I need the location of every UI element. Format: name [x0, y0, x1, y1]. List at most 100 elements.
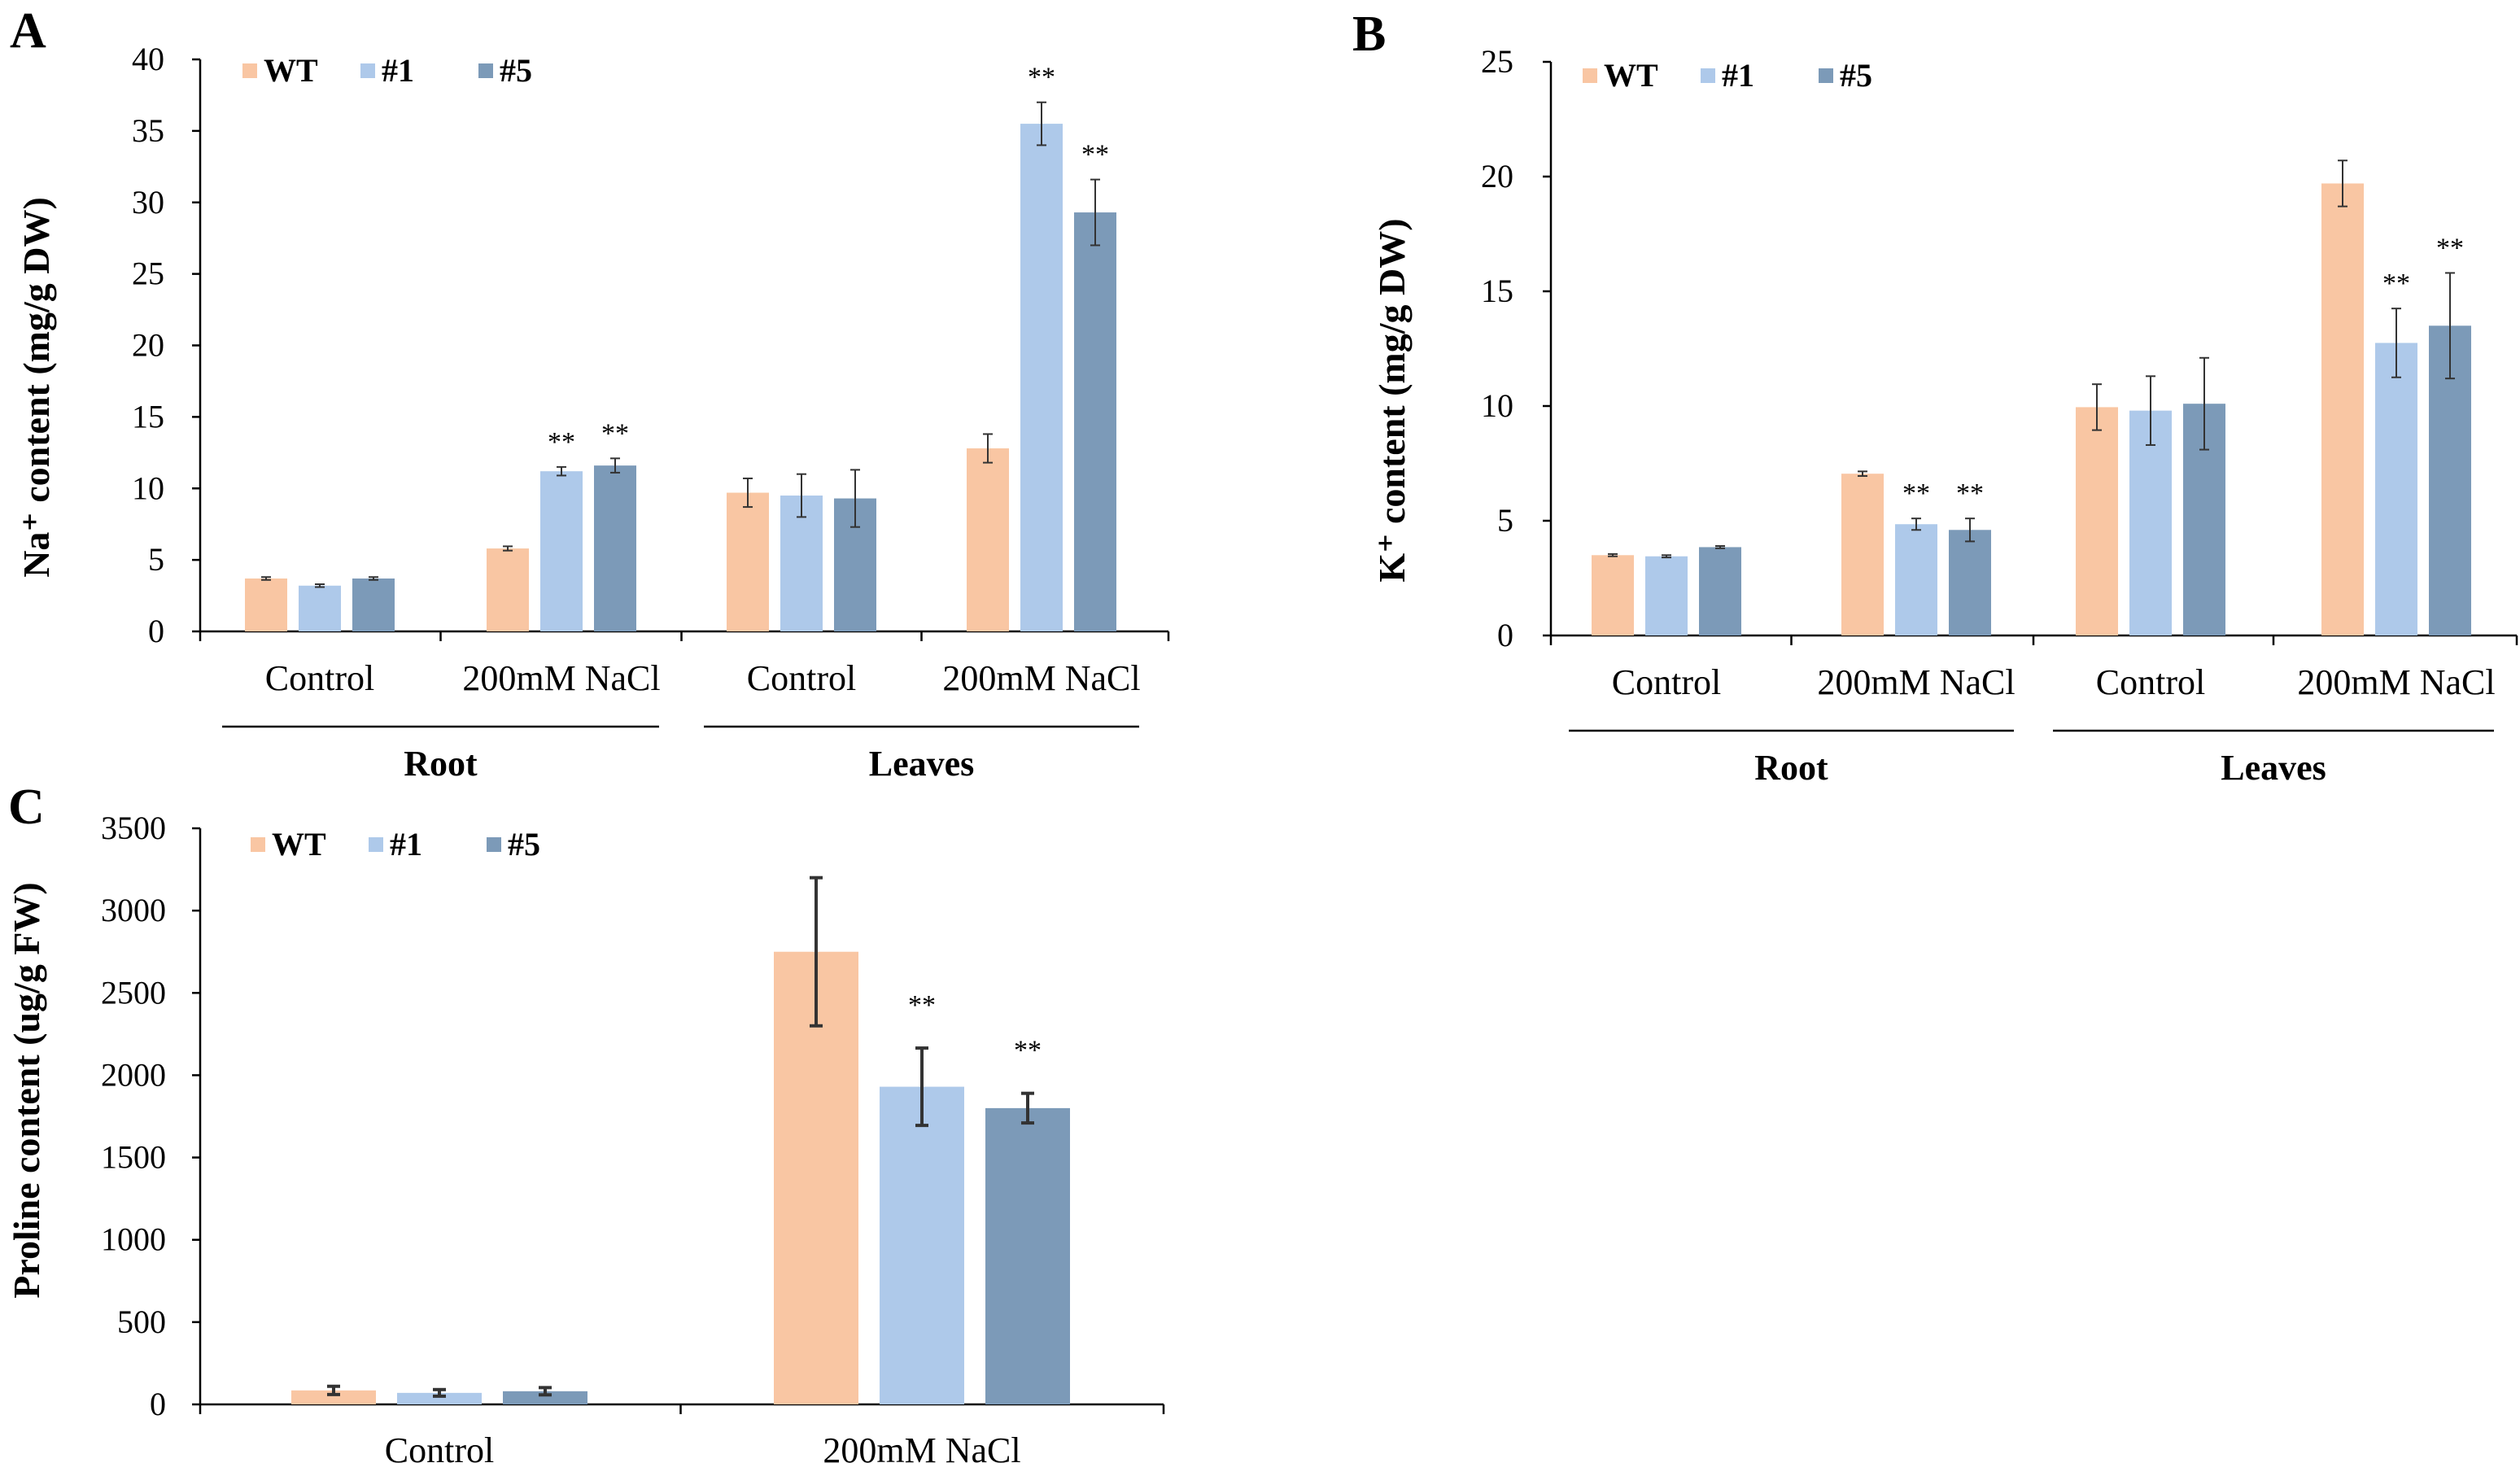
- y-tick-label: 2000: [101, 1056, 166, 1093]
- category-label: 200mM NaCl: [1817, 662, 2015, 702]
- y-tick-label: 15: [132, 398, 164, 435]
- y-tick-label: 5: [148, 541, 164, 578]
- bar: [1020, 124, 1063, 631]
- y-tick-label: 0: [148, 613, 164, 649]
- tissue-label: Root: [1754, 748, 1828, 788]
- y-tick-label: 25: [1481, 43, 1513, 80]
- significance-label: **: [2382, 269, 2410, 299]
- panel-label: C: [8, 779, 45, 835]
- y-tick-label: 1500: [101, 1139, 166, 1176]
- significance-label: **: [1902, 478, 1930, 509]
- significance-label: **: [548, 427, 575, 457]
- tissue-label: Root: [404, 744, 478, 784]
- chart-a: A 0 5 10 15 20 25 30 35 40 Na⁺ content (mg/g DW) Co…: [10, 3, 1170, 784]
- bar: [352, 578, 395, 631]
- y-tick-label: 40: [132, 41, 164, 77]
- category-label: 200mM NaCl: [823, 1430, 1020, 1470]
- bar: [1074, 212, 1116, 631]
- bar: [540, 471, 583, 631]
- y-tick-label: 1000: [101, 1221, 166, 1258]
- y-tick-label: 10: [1481, 387, 1513, 424]
- bar: [1895, 524, 1937, 635]
- y-tick-label: 3000: [101, 892, 166, 928]
- y-tick-label: 2500: [101, 974, 166, 1011]
- panel-label: B: [1352, 7, 1386, 62]
- category-label: 200mM NaCl: [462, 658, 660, 698]
- legend-swatch: [369, 837, 383, 852]
- y-axis-label: K⁺ content (mg/g DW): [1371, 218, 1413, 582]
- legend-swatch: [360, 63, 375, 78]
- y-tick-label: 3500: [101, 810, 166, 846]
- legend: WT #1 #5: [242, 52, 532, 89]
- y-tick-label: 5: [1497, 502, 1513, 539]
- legend-label: WT: [272, 826, 326, 862]
- bar: [299, 585, 341, 631]
- bar: [291, 1390, 376, 1404]
- bar: [1841, 474, 1884, 635]
- bar: [2321, 183, 2364, 635]
- legend-label: #5: [1840, 57, 1872, 94]
- bar: [880, 1086, 964, 1404]
- legend-swatch: [1583, 68, 1597, 83]
- y-tick-label: 10: [132, 469, 164, 506]
- legend: WT #1 #5: [251, 826, 540, 862]
- significance-label: **: [2436, 233, 2464, 263]
- category-label: Control: [385, 1430, 494, 1470]
- category-label: 200mM NaCl: [2297, 662, 2495, 702]
- bar: [985, 1107, 1070, 1404]
- legend-label: #5: [508, 826, 540, 862]
- legend-label: #1: [382, 52, 414, 89]
- panel-label: A: [10, 3, 46, 59]
- tissue-label: Leaves: [2221, 748, 2326, 788]
- legend-swatch: [242, 63, 257, 78]
- chart-c: C 0 500 1000 1500 2000 2500 3000 3500 Proline con…: [6, 779, 1165, 1470]
- y-tick-label: 35: [132, 112, 164, 149]
- legend-swatch: [1819, 68, 1833, 83]
- y-axis-label: Na⁺ content (mg/g DW): [15, 197, 57, 578]
- legend-label: #1: [390, 826, 422, 862]
- y-tick-label: 30: [132, 184, 164, 221]
- y-tick-label: 0: [150, 1386, 166, 1422]
- significance-label: **: [1956, 478, 1984, 509]
- category-label: 200mM NaCl: [942, 658, 1140, 698]
- y-tick-label: 20: [1481, 158, 1513, 194]
- bar: [594, 465, 636, 631]
- legend: WT #1 #5: [1583, 57, 1872, 94]
- bar: [2076, 407, 2118, 635]
- significance-label: **: [601, 418, 629, 448]
- bar: [1699, 547, 1741, 635]
- significance-label: **: [1081, 140, 1109, 170]
- bar: [1592, 555, 1634, 635]
- bar: [503, 1391, 587, 1404]
- legend-label: WT: [264, 52, 318, 89]
- y-tick-label: 500: [117, 1304, 166, 1340]
- category-label: Control: [2096, 662, 2205, 702]
- y-tick-label: 15: [1481, 273, 1513, 309]
- category-label: Control: [1612, 662, 1721, 702]
- bar: [967, 448, 1009, 631]
- bar: [245, 578, 287, 631]
- legend-label: #5: [500, 52, 532, 89]
- bar: [2129, 410, 2172, 635]
- bar: [780, 496, 823, 631]
- y-axis-label: Proline content (ug/g FW): [6, 882, 47, 1298]
- legend-swatch: [251, 837, 265, 852]
- legend-label: #1: [1722, 57, 1754, 94]
- y-tick-label: 0: [1497, 617, 1513, 653]
- tissue-label: Leaves: [869, 744, 975, 784]
- category-label: Control: [747, 658, 856, 698]
- legend-swatch: [1701, 68, 1715, 83]
- bar: [487, 548, 529, 631]
- y-tick-label: 25: [132, 255, 164, 292]
- legend-swatch: [487, 837, 501, 852]
- bar: [2375, 343, 2417, 635]
- legend-label: WT: [1604, 57, 1658, 94]
- bar: [397, 1392, 482, 1404]
- legend-swatch: [478, 63, 493, 78]
- y-tick-label: 20: [132, 327, 164, 364]
- significance-label: **: [908, 990, 936, 1020]
- bar: [1949, 530, 1991, 635]
- chart-b: B 0 5 10 15 20 25 K⁺ content (mg/g DW) Control **…: [1352, 7, 2518, 788]
- bar: [727, 492, 769, 631]
